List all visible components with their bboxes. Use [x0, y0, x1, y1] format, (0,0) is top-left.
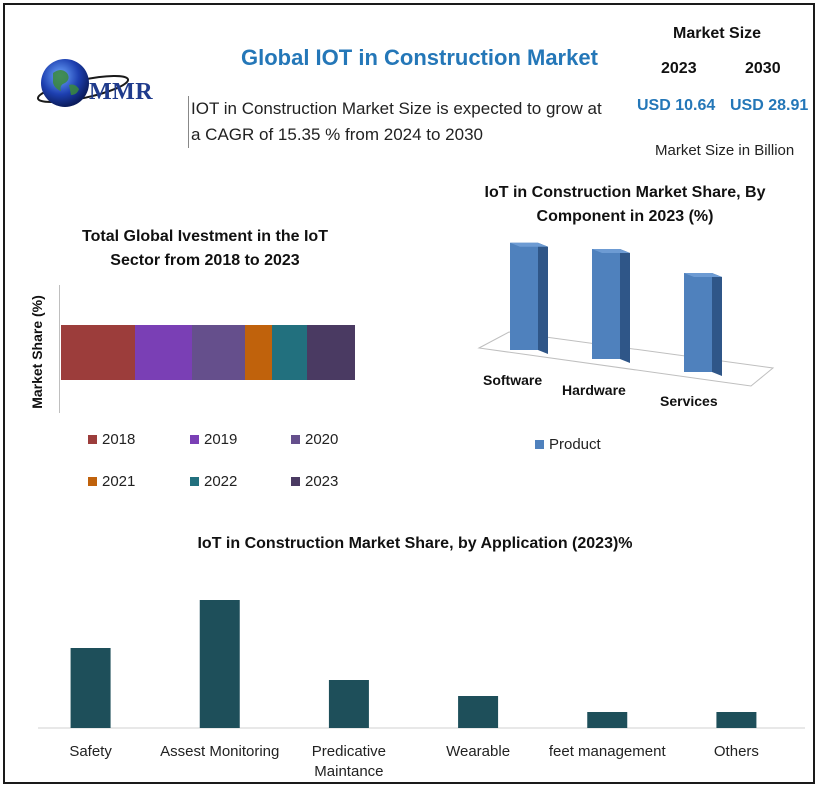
component-chart-floor: [477, 331, 775, 387]
legend-label-2020: 2020: [305, 431, 339, 448]
component-chart-legend: Product: [535, 436, 601, 453]
logo-text: MMR: [89, 79, 154, 105]
application-category-predicative-maintance: Predicative Maintance: [311, 743, 386, 780]
intro-text: IOT in Construction Market Size is expec…: [188, 96, 611, 148]
application-bar-safety: [70, 648, 111, 728]
legend-label-2021: 2021: [102, 473, 136, 490]
legend-swatch-2018: [88, 434, 97, 444]
market-size-value-2030: USD 28.91: [730, 97, 809, 114]
application-category-safety: Safety: [69, 743, 112, 760]
stack-segment-2023: [307, 325, 355, 380]
stack-segment-2021: [245, 325, 272, 380]
legend-item-2020: 2020: [291, 431, 338, 448]
application-category-assest-monitoring: Assest Monitoring: [160, 743, 280, 760]
component-chart-title: IoT in Construction Market Share, By Com…: [484, 184, 766, 225]
stack-segment-2022: [271, 325, 308, 380]
legend-swatch-2020: [291, 434, 300, 444]
legend-swatch-2023: [291, 476, 300, 486]
component-chart: [477, 242, 775, 387]
investment-chart-axis: [59, 285, 60, 413]
legend-swatch-2019: [190, 434, 199, 444]
legend-label-2023: 2023: [305, 473, 339, 490]
market-size-value-2023: USD 10.64: [637, 97, 716, 114]
market-size-label: Market Size: [673, 25, 762, 42]
globe-icon: [36, 59, 130, 107]
component-bar-services: [684, 273, 722, 376]
legend-item-2022: 2022: [190, 473, 237, 490]
mmr-logo: MMR: [35, 55, 165, 115]
component-bar-software: [510, 242, 548, 354]
legend-swatch-product: [535, 439, 544, 449]
market-size-year-2023: 2023: [661, 60, 697, 77]
legend-swatch-2021: [88, 476, 97, 486]
legend-label-2018: 2018: [102, 431, 136, 448]
component-category-hardware: Hardware: [562, 382, 626, 398]
component-category-services: Services: [660, 393, 718, 409]
application-chart-title: IoT in Construction Market Share, by App…: [197, 535, 633, 552]
investment-chart-title: Total Global Ivestment in the IoT Sector…: [82, 228, 328, 269]
page-title: Global IOT in Construction Market: [241, 45, 598, 70]
application-bar-feet-management: [587, 712, 628, 728]
application-category-wearable: Wearable: [446, 743, 511, 760]
stack-segment-2019: [135, 325, 192, 380]
application-bar-predicative-maintance: [328, 680, 369, 728]
application-category-feet-management: feet management: [548, 743, 666, 760]
application-bar-others: [716, 712, 757, 728]
infographic-frame: MMR Global IOT in Construction Market IO…: [3, 3, 815, 784]
component-bar-hardware: [592, 249, 630, 363]
application-bar-wearable: [458, 696, 499, 728]
market-size-year-2030: 2030: [745, 60, 781, 77]
market-size-unit-note: Market Size in Billion: [655, 142, 795, 159]
legend-item-2019: 2019: [190, 431, 237, 448]
component-category-software: Software: [483, 372, 543, 388]
legend-item-2018: 2018: [88, 431, 135, 448]
investment-chart-ylabel: Market Share (%): [29, 295, 45, 409]
legend-label-product: Product: [549, 436, 601, 453]
legend-label-2022: 2022: [204, 473, 238, 490]
application-bar-assest-monitoring: [199, 600, 240, 728]
investment-stacked-bar: [61, 325, 355, 380]
application-category-others: Others: [713, 743, 759, 760]
stack-segment-2018: [61, 325, 136, 380]
legend-swatch-2022: [190, 476, 199, 486]
legend-item-2021: 2021: [88, 473, 135, 490]
application-chart: [38, 600, 805, 729]
legend-label-2019: 2019: [204, 431, 238, 448]
legend-item-2023: 2023: [291, 473, 338, 490]
stack-segment-2020: [191, 325, 246, 380]
